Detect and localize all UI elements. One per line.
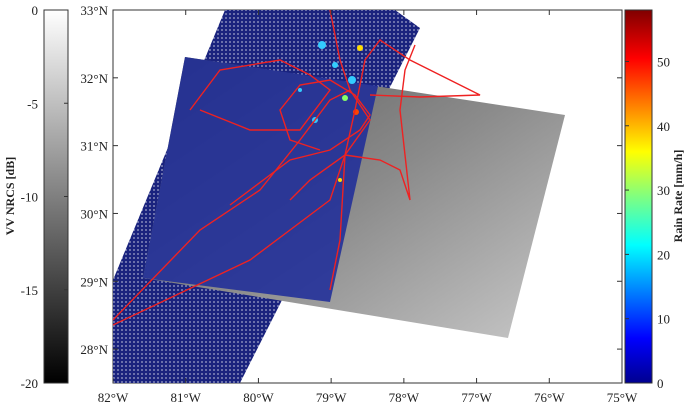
lon-label: 75°W	[607, 390, 638, 405]
tick-label: 0	[657, 376, 664, 391]
tick-label: 20	[657, 247, 670, 262]
tick-label: -5	[27, 96, 38, 111]
lon-label: 82°W	[98, 390, 129, 405]
tick-label: 50	[657, 54, 670, 69]
lat-label: 30°N	[80, 206, 108, 221]
lon-label: 80°W	[243, 390, 274, 405]
lon-label: 81°W	[170, 390, 201, 405]
lon-label: 79°W	[316, 390, 347, 405]
tick-label: -20	[21, 376, 38, 391]
tick-label: 0	[32, 3, 39, 18]
lon-label: 77°W	[461, 390, 492, 405]
flight-tracks	[113, 10, 481, 326]
tick-label: 30	[657, 183, 670, 198]
tick-label: -10	[21, 190, 38, 205]
tick-label: -15	[21, 283, 38, 298]
rain-free-overlay	[143, 57, 378, 302]
tick-label: 10	[657, 312, 670, 327]
nrcs-label: VV NRCS [dB]	[3, 157, 17, 235]
rain-colorbar	[624, 9, 653, 384]
map-layers	[113, 10, 565, 383]
rain-label: Rain Rate [mm/h]	[671, 150, 685, 243]
tick-label: 40	[657, 119, 670, 134]
lat-label: 33°N	[80, 3, 108, 18]
lat-label: 31°N	[80, 139, 108, 154]
lon-label: 76°W	[534, 390, 565, 405]
lat-label: 32°N	[80, 71, 108, 86]
lat-label: 29°N	[80, 274, 108, 289]
lat-label: 28°N	[80, 342, 108, 357]
lon-label: 78°W	[389, 390, 420, 405]
